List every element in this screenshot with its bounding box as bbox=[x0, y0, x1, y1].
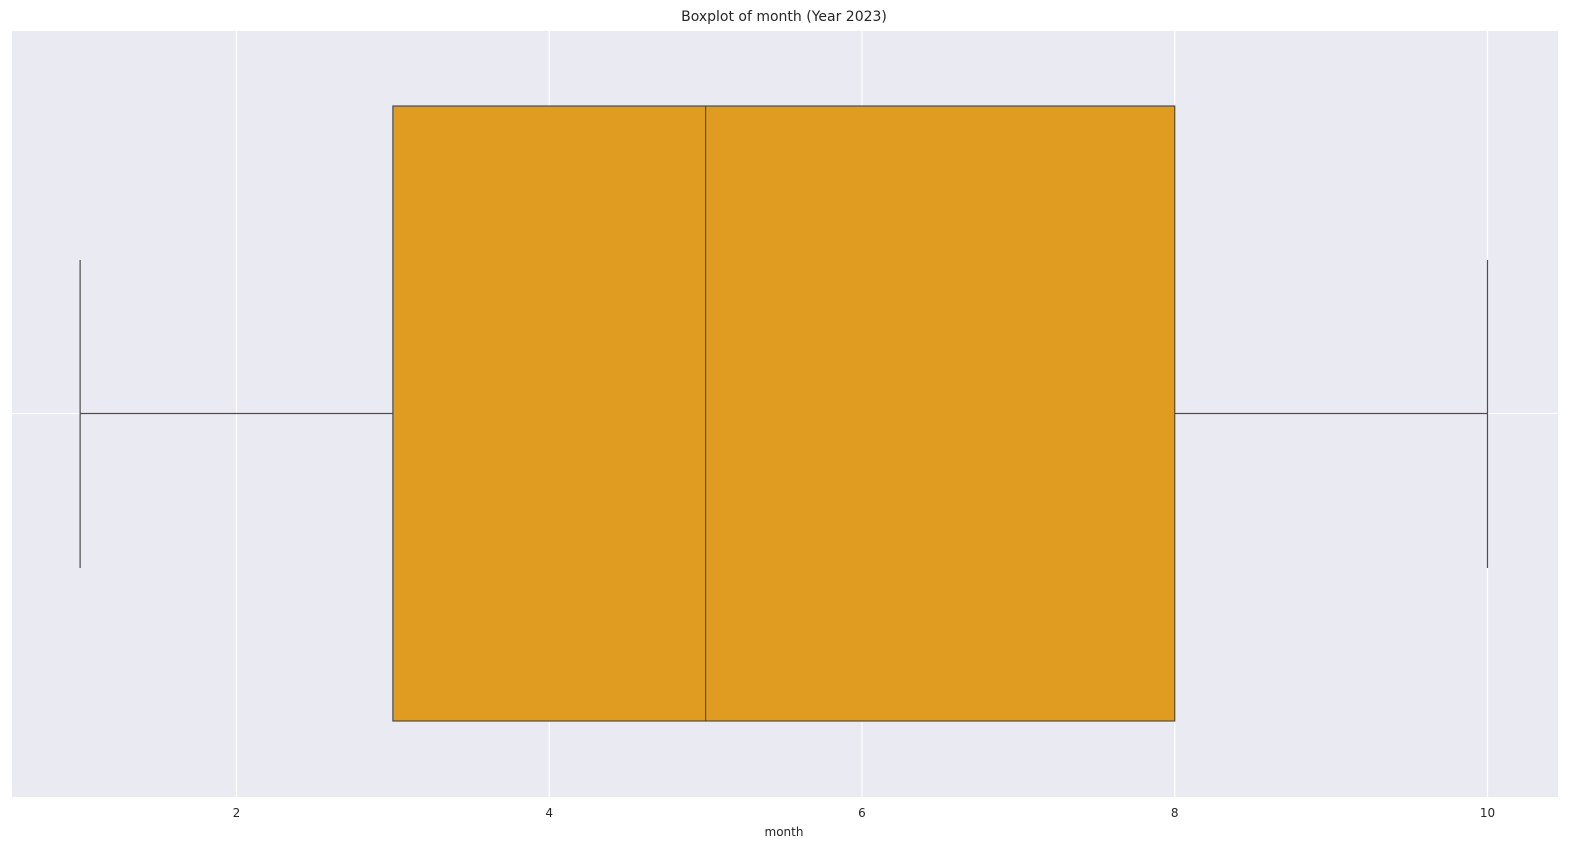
x-axis-ticks: 2 4 6 8 10 bbox=[233, 806, 1495, 820]
x-tick-label: 10 bbox=[1480, 806, 1495, 820]
box-plot bbox=[79, 105, 1489, 722]
x-tick-label: 2 bbox=[233, 806, 241, 820]
x-tick-label: 6 bbox=[858, 806, 866, 820]
x-axis-label: month bbox=[765, 825, 804, 839]
x-tick-label: 4 bbox=[545, 806, 553, 820]
chart-title: Boxplot of month (Year 2023) bbox=[681, 9, 887, 25]
x-tick-label: 8 bbox=[1171, 806, 1179, 820]
iqr-box bbox=[392, 105, 1176, 722]
